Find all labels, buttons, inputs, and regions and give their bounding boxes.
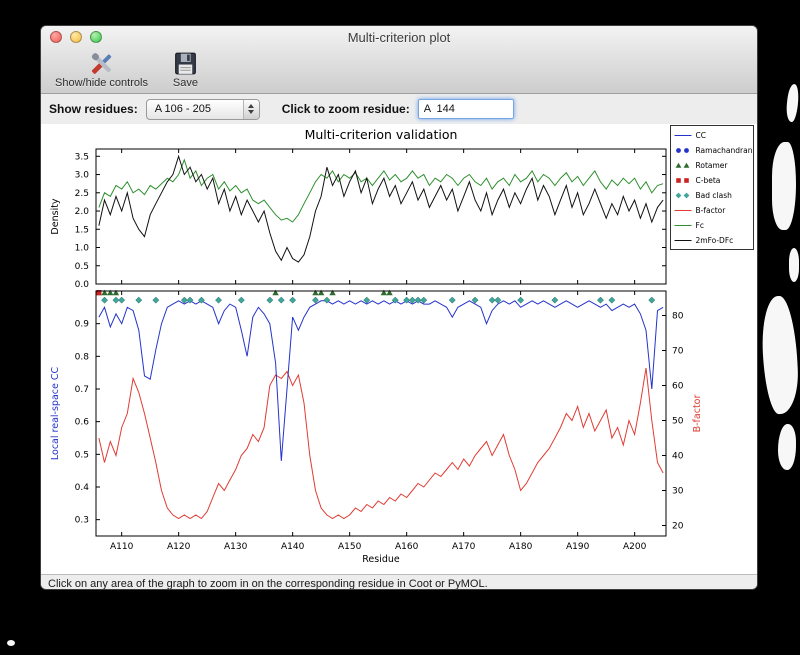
save-label: Save (172, 77, 198, 89)
svg-text:Density: Density (50, 198, 61, 234)
svg-text:2.0: 2.0 (75, 207, 90, 217)
window-chrome: Multi-criterion plot Show/hide controls (41, 26, 757, 94)
save-button[interactable]: Save (168, 49, 203, 90)
status-bar: Click on any area of the graph to zoom i… (41, 574, 757, 590)
svg-text:3.5: 3.5 (75, 152, 89, 162)
svg-text:2.5: 2.5 (75, 189, 89, 199)
svg-text:B-factor: B-factor (692, 395, 703, 433)
svg-text:30: 30 (672, 487, 684, 497)
minimize-button[interactable] (70, 31, 82, 43)
zoom-residue-label: Click to zoom residue: (281, 102, 410, 116)
svg-text:1.5: 1.5 (75, 225, 89, 235)
svg-text:Bad clash: Bad clash (696, 191, 733, 200)
svg-text:A200: A200 (623, 542, 647, 552)
image-artifact (7, 640, 15, 646)
svg-text:3.0: 3.0 (75, 171, 90, 181)
titlebar[interactable]: Multi-criterion plot (41, 26, 757, 48)
svg-text:CC: CC (696, 131, 706, 140)
svg-text:A170: A170 (452, 542, 476, 552)
svg-text:0.0: 0.0 (75, 280, 90, 290)
svg-text:Multi-criterion validation: Multi-criterion validation (305, 127, 458, 142)
svg-text:A110: A110 (110, 542, 134, 552)
svg-text:80: 80 (672, 312, 684, 322)
zoom-residue-input[interactable] (417, 99, 514, 119)
show-hide-controls-label: Show/hide controls (55, 77, 148, 89)
svg-text:70: 70 (672, 347, 684, 357)
image-artifact (785, 83, 800, 123)
save-icon (175, 52, 196, 75)
show-hide-controls-button[interactable]: Show/hide controls (51, 49, 152, 90)
stepper-arrows-icon (242, 99, 259, 119)
svg-text:40: 40 (672, 452, 684, 462)
window-title: Multi-criterion plot (347, 30, 451, 45)
svg-text:0.5: 0.5 (75, 262, 89, 272)
svg-text:A120: A120 (167, 542, 191, 552)
svg-text:0.4: 0.4 (75, 483, 90, 493)
image-artifact (778, 424, 796, 470)
svg-text:Ramachandran: Ramachandran (696, 146, 753, 155)
tools-icon (91, 53, 112, 74)
svg-text:Fc: Fc (696, 221, 704, 230)
svg-text:Residue: Residue (362, 554, 400, 565)
svg-text:2mFo-DFc: 2mFo-DFc (696, 236, 734, 245)
svg-text:A190: A190 (566, 542, 590, 552)
svg-text:A150: A150 (338, 542, 362, 552)
multi-criterion-plot-window: Multi-criterion plot Show/hide controls (40, 25, 758, 590)
image-artifact (789, 248, 799, 282)
svg-text:0.6: 0.6 (75, 418, 90, 428)
svg-text:0.5: 0.5 (75, 450, 89, 460)
svg-text:B-factor: B-factor (696, 206, 727, 215)
svg-text:1.0: 1.0 (75, 244, 90, 254)
validation-plot[interactable]: Multi-criterion validation A110 A120 A130 A1… (41, 124, 757, 574)
svg-text:Local real-space CC: Local real-space CC (50, 367, 61, 461)
image-artifact (759, 295, 800, 415)
svg-text:A180: A180 (509, 542, 533, 552)
svg-text:20: 20 (672, 522, 684, 532)
svg-text:0.7: 0.7 (75, 385, 89, 395)
status-text: Click on any area of the graph to zoom i… (48, 578, 488, 590)
show-residues-label: Show residues: (49, 102, 138, 116)
svg-text:C-beta: C-beta (696, 176, 721, 185)
residue-range-value: A 106 - 205 (154, 102, 211, 115)
residue-range-select[interactable]: A 106 - 205 (145, 98, 260, 120)
svg-text:0.8: 0.8 (75, 352, 90, 362)
svg-text:A130: A130 (224, 542, 248, 552)
svg-text:60: 60 (672, 382, 684, 392)
svg-text:0.3: 0.3 (75, 516, 89, 526)
svg-text:50: 50 (672, 417, 684, 427)
svg-text:Rotamer: Rotamer (696, 161, 729, 170)
traffic-lights (50, 31, 102, 43)
controls-row: Show residues: A 106 - 205 Click to zoom… (41, 94, 757, 124)
svg-text:0.9: 0.9 (75, 320, 90, 330)
svg-text:A160: A160 (395, 542, 419, 552)
toolbar: Show/hide controls Save (41, 48, 757, 93)
zoom-window-button[interactable] (90, 31, 102, 43)
svg-text:A140: A140 (281, 542, 305, 552)
close-button[interactable] (50, 31, 62, 43)
image-artifact (772, 142, 796, 230)
